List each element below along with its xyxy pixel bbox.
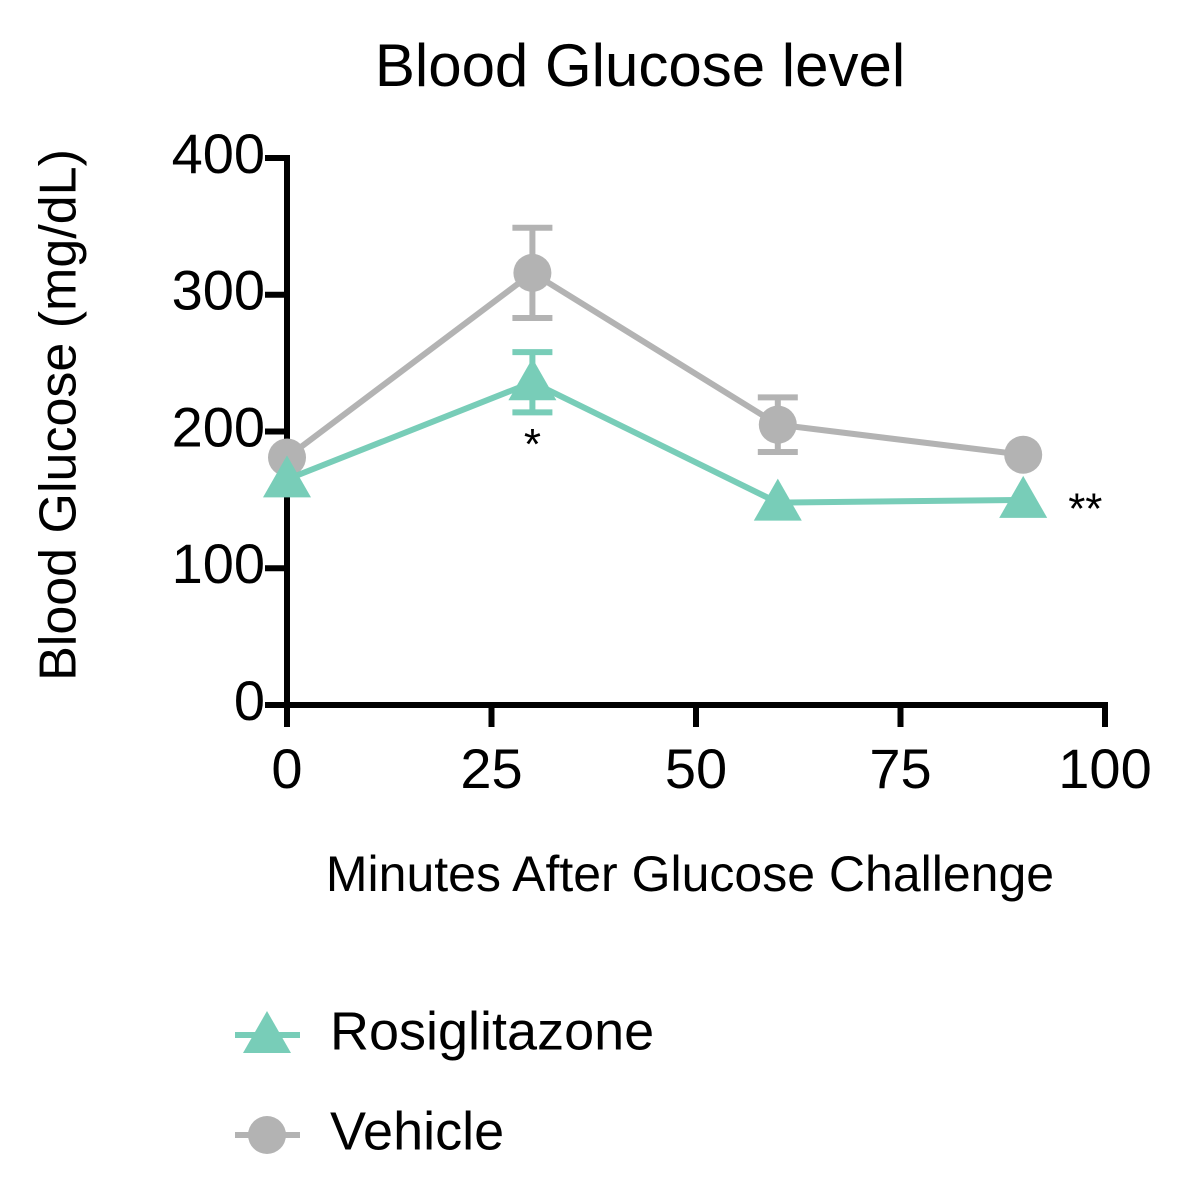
- x-tick-label: 50: [665, 737, 727, 800]
- chart-title: Blood Glucose level: [375, 32, 905, 99]
- marker: [753, 478, 802, 521]
- legend-label: Vehicle: [330, 1101, 504, 1161]
- marker: [1004, 435, 1043, 474]
- x-tick-label: 100: [1058, 737, 1151, 800]
- y-tick-label: 100: [172, 532, 265, 595]
- annotation: **: [1068, 485, 1102, 534]
- y-tick-label: 200: [172, 395, 265, 458]
- series-line: [285, 269, 1024, 460]
- y-axis-label: Blood Glucose (mg/dL): [30, 149, 88, 681]
- y-tick-label: 0: [234, 669, 265, 732]
- marker: [758, 405, 797, 444]
- x-tick-label: 75: [869, 737, 931, 800]
- marker: [508, 358, 557, 401]
- marker: [263, 455, 311, 498]
- y-tick-label: 400: [172, 122, 265, 185]
- legend-label: Rosiglitazone: [330, 1001, 654, 1061]
- legend-marker: [243, 1011, 291, 1053]
- x-tick-label: 25: [460, 737, 522, 800]
- y-tick-label: 300: [172, 259, 265, 322]
- marker: [513, 253, 552, 292]
- marker: [999, 475, 1048, 518]
- x-axis-label: Minutes After Glucose Challenge: [326, 846, 1054, 902]
- series-line: [285, 378, 1024, 506]
- annotation: *: [524, 420, 541, 469]
- legend-marker: [248, 1116, 286, 1154]
- x-tick-label: 0: [271, 737, 302, 800]
